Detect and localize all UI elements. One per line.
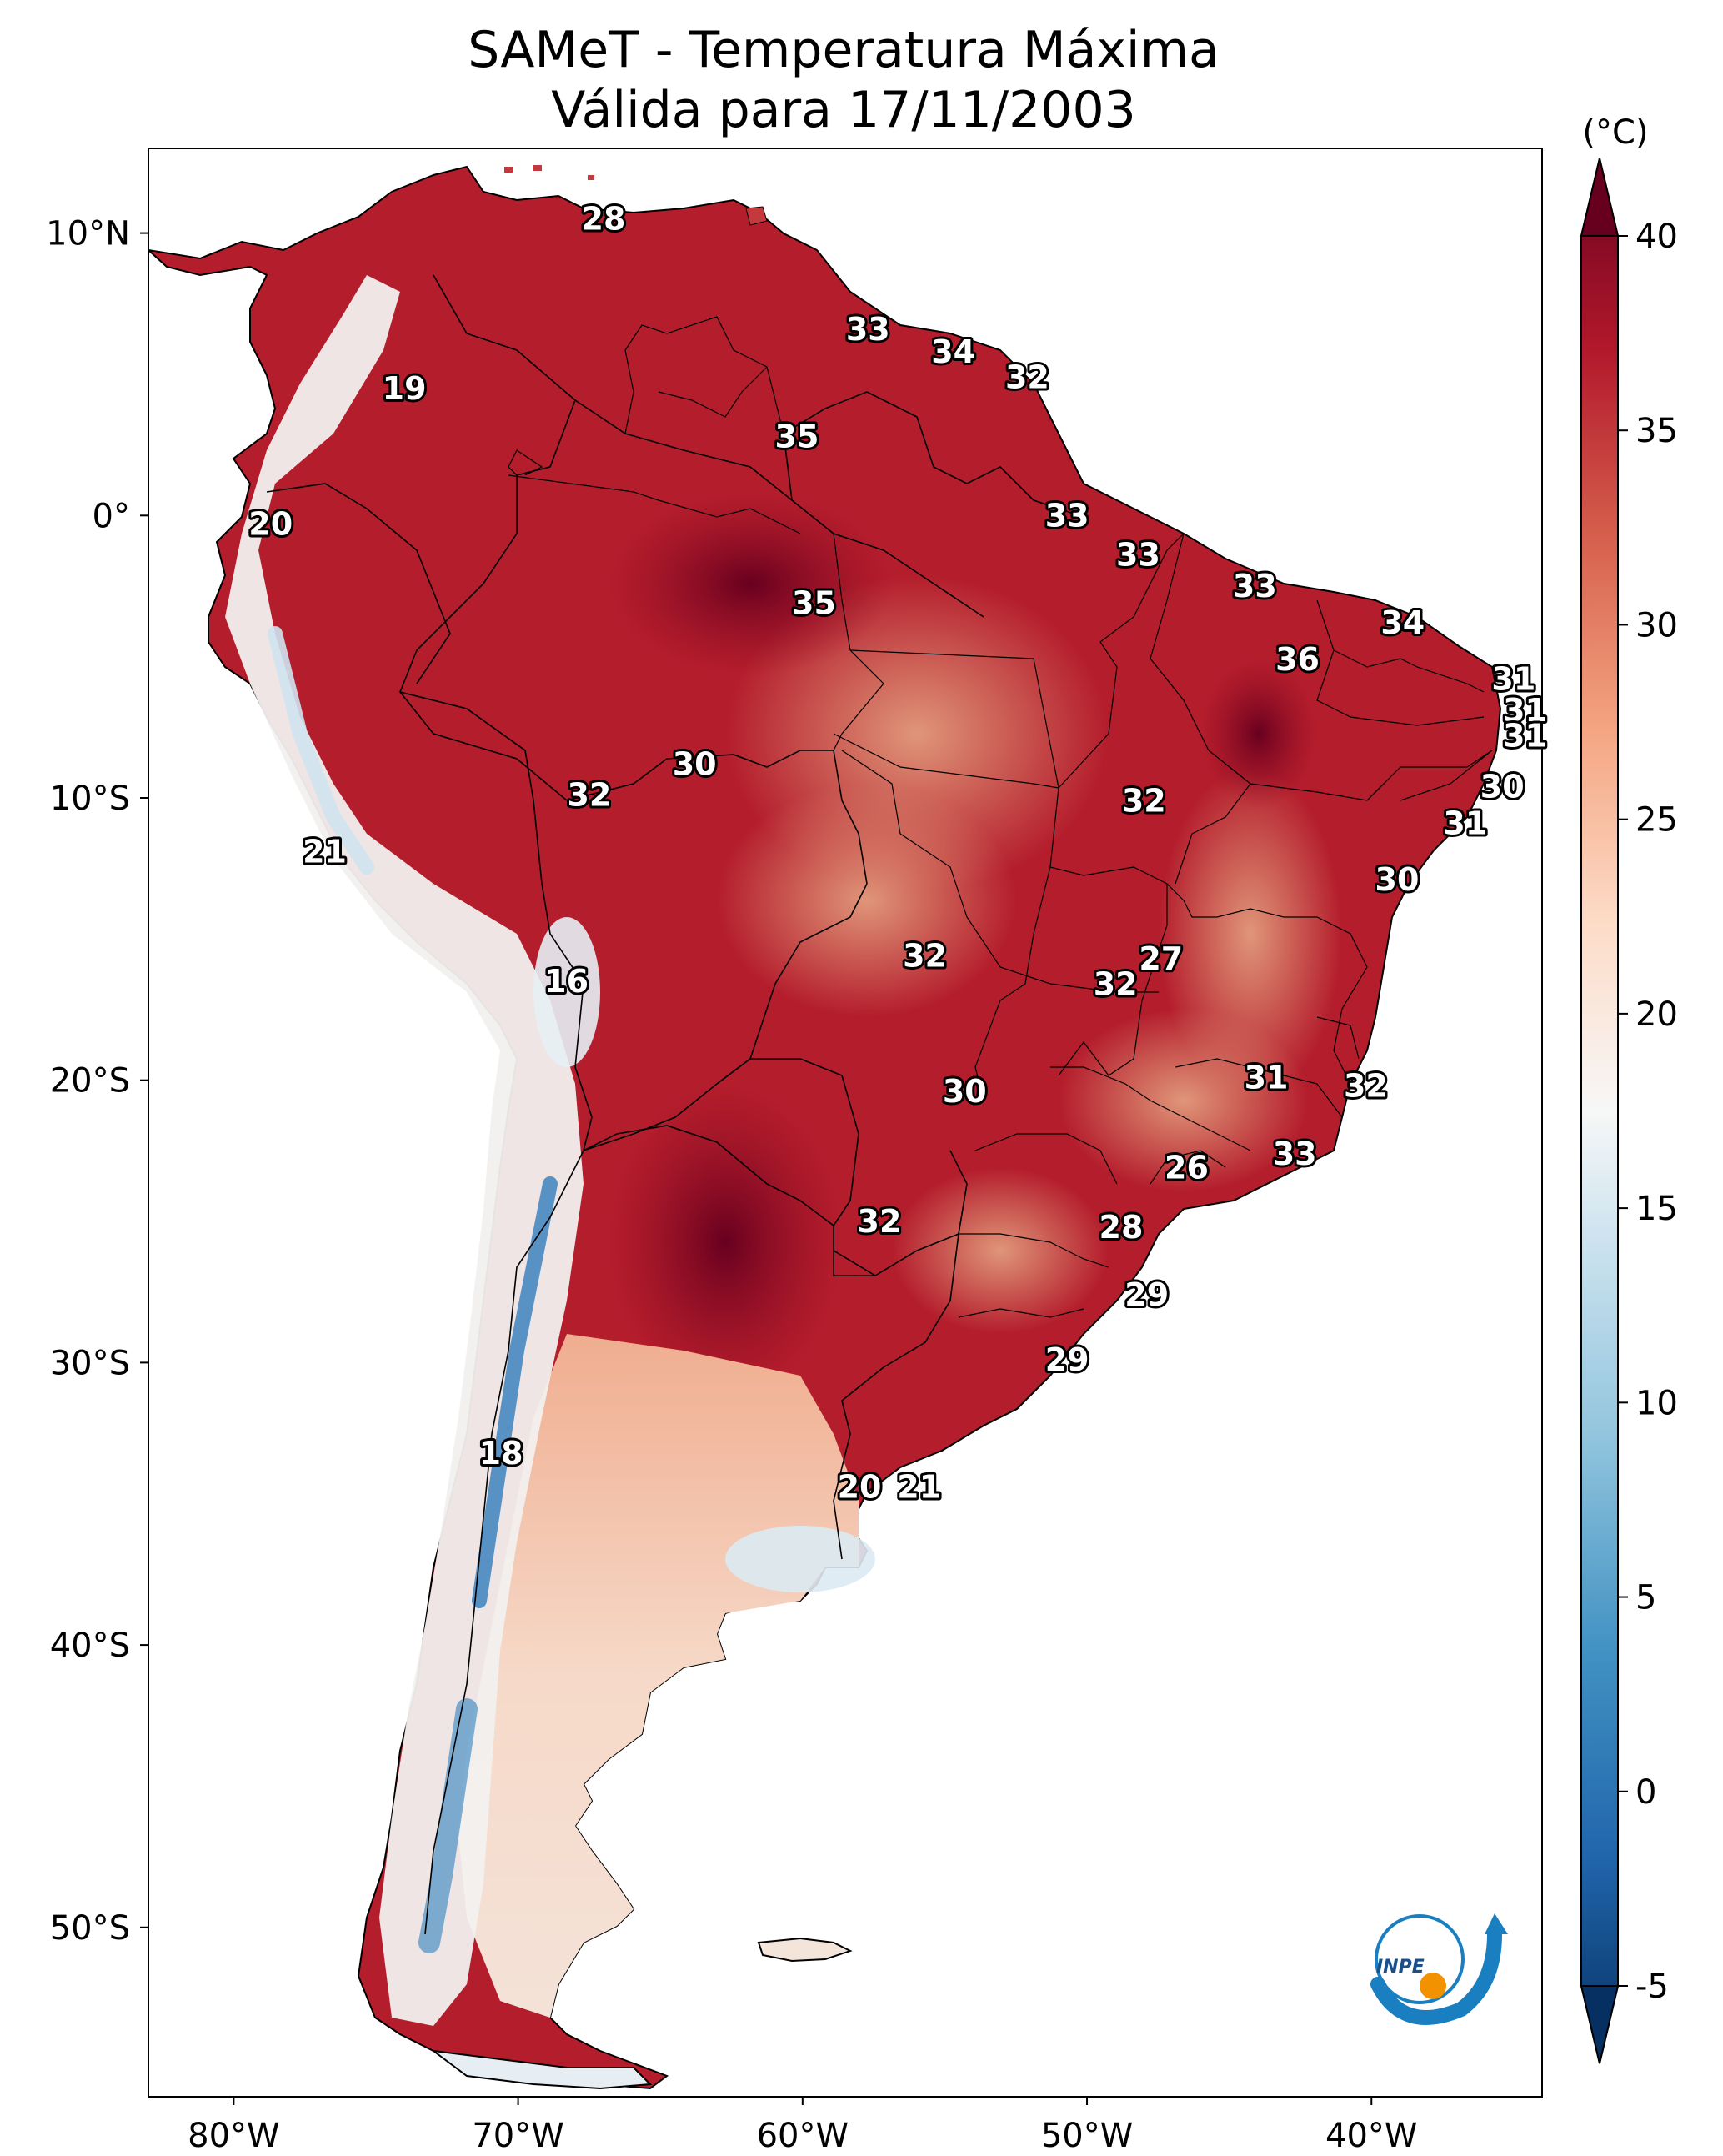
contour-label: 28	[582, 201, 626, 238]
contour-label: 32	[1005, 358, 1049, 395]
colorbar-tick-label: 10	[1635, 1384, 1678, 1422]
colorbar-tick-label: 20	[1635, 995, 1678, 1034]
warm-zone-parana	[892, 1167, 1109, 1334]
lat-tick-label: 30°S	[50, 1344, 130, 1382]
contour-label: 27	[1139, 940, 1183, 977]
contour-label: 30	[1375, 861, 1420, 898]
contour-label: 32	[567, 777, 611, 814]
lat-tick-label: 10°S	[50, 780, 130, 818]
contour-label: 19	[383, 370, 427, 407]
contour-label: 32	[1094, 966, 1138, 1003]
colorbar-tick-label: 5	[1635, 1579, 1656, 1617]
contour-label: 21	[303, 833, 347, 870]
contour-label: 20	[248, 505, 293, 542]
colorbar-tick-label: 40	[1635, 218, 1678, 256]
contour-label: 30	[673, 745, 717, 782]
contour-label: 31	[1503, 692, 1547, 729]
lon-tick-label: 70°W	[472, 2117, 563, 2155]
southern-cone-field	[458, 1334, 859, 2018]
contour-label: 33	[1116, 537, 1160, 574]
state-borders	[508, 316, 1493, 1318]
logo-arrow-icon	[1485, 1913, 1508, 1934]
contour-label: 30	[943, 1073, 987, 1110]
andes-cold-ridge	[472, 1176, 558, 1608]
contour-label: 32	[1122, 782, 1166, 819]
lon-tick-label: 40°W	[1325, 2117, 1417, 2155]
logo-ring	[1375, 1914, 1465, 2004]
country-borders	[266, 274, 1084, 1935]
contour-label: 26	[1165, 1150, 1209, 1186]
cool-patch-buenos-aires	[725, 1526, 875, 1592]
colorbar-tick-label: -5	[1635, 1968, 1669, 2006]
colorbar-tick-label: 0	[1635, 1773, 1656, 1812]
contour-label: 35	[792, 584, 836, 621]
altiplano-cool-zone	[533, 917, 600, 1067]
inpe-logo: INPE	[1370, 1913, 1508, 2025]
lon-tick-label: 60°W	[757, 2117, 849, 2155]
contour-label: 33	[846, 311, 890, 348]
warm-zone-mato-grosso	[717, 784, 1017, 1017]
latitude-ticks: 10°N 0° 10°S 20°S 30°S 40°S 50°S	[46, 215, 148, 1948]
chart-title: SAMeT - Temperatura Máxima	[468, 21, 1220, 79]
contour-label: 35	[775, 418, 819, 454]
colorbar-bottom-extend	[1580, 1985, 1620, 2064]
trinidad-island	[745, 206, 768, 226]
contour-label: 29	[1045, 1341, 1089, 1378]
contour-label: 33	[1273, 1136, 1317, 1172]
contour-label: 32	[1344, 1067, 1388, 1104]
contour-label: 16	[544, 963, 589, 1000]
contour-label: 34	[1380, 604, 1425, 641]
lat-tick-label: 50°S	[50, 1909, 130, 1948]
contour-label: 21	[897, 1468, 941, 1505]
contour-label: 20	[838, 1468, 882, 1505]
colorbar-tick-label: 30	[1635, 606, 1678, 644]
chart-subtitle: Válida para 17/11/2003	[551, 81, 1136, 139]
colorbar-tick-label: 35	[1635, 412, 1678, 450]
hot-core-amazon	[609, 492, 892, 675]
contour-label: 28	[1099, 1209, 1144, 1246]
contour-label: 31	[1503, 717, 1547, 754]
contour-label: 31	[1443, 805, 1487, 841]
contour-label: 32	[858, 1203, 902, 1240]
colorbar-top-extend	[1580, 158, 1620, 237]
peru-cool-zone	[268, 626, 374, 875]
colorbar-ticks: 40 35 30 25 20 15 10 5 0 -5	[1618, 218, 1678, 2006]
colorbar-tick-label: 25	[1635, 801, 1678, 840]
land-field	[148, 165, 1502, 2090]
tierra-del-fuego	[430, 2049, 653, 2090]
colorbar-unit-label: (°C)	[1582, 113, 1648, 152]
lon-tick-label: 50°W	[1041, 2117, 1133, 2155]
colorbar-tick-label: 15	[1635, 1190, 1678, 1228]
lat-tick-label: 0°	[93, 497, 130, 535]
logo-text: INPE	[1376, 1957, 1425, 1978]
colorbar: 40 35 30 25 20 15 10 5 0 -5 (°C)	[1580, 113, 1678, 2064]
patagonia-cold-zone	[418, 1698, 478, 1953]
colorbar-body	[1580, 158, 1619, 2064]
contour-label: 30	[1480, 768, 1525, 805]
andes-cool-strip	[225, 275, 584, 2026]
longitude-ticks: 80°W 70°W 60°W 50°W 40°W	[188, 2097, 1417, 2155]
falkland-islands	[757, 1937, 853, 1963]
logo-dot	[1420, 1973, 1446, 1999]
contour-label: 31	[1245, 1059, 1289, 1096]
lat-tick-label: 10°N	[46, 215, 130, 253]
contour-label: 18	[479, 1435, 523, 1472]
contour-label: 31	[1491, 661, 1535, 698]
hot-core-chaco	[609, 1084, 842, 1401]
lat-tick-label: 20°S	[50, 1062, 130, 1101]
lat-tick-label: 40°S	[50, 1627, 130, 1665]
contour-label: 34	[931, 333, 975, 370]
contour-label: 33	[1233, 568, 1277, 604]
contour-label: 33	[1045, 497, 1089, 534]
contour-label: 36	[1275, 641, 1320, 678]
hot-core-piaui	[1200, 659, 1317, 809]
warm-zone-minas	[1059, 1009, 1309, 1192]
contour-label: 32	[903, 938, 947, 975]
lon-tick-label: 80°W	[188, 2117, 279, 2155]
logo-swoosh	[1370, 1927, 1502, 2025]
contour-label: 29	[1124, 1276, 1169, 1313]
